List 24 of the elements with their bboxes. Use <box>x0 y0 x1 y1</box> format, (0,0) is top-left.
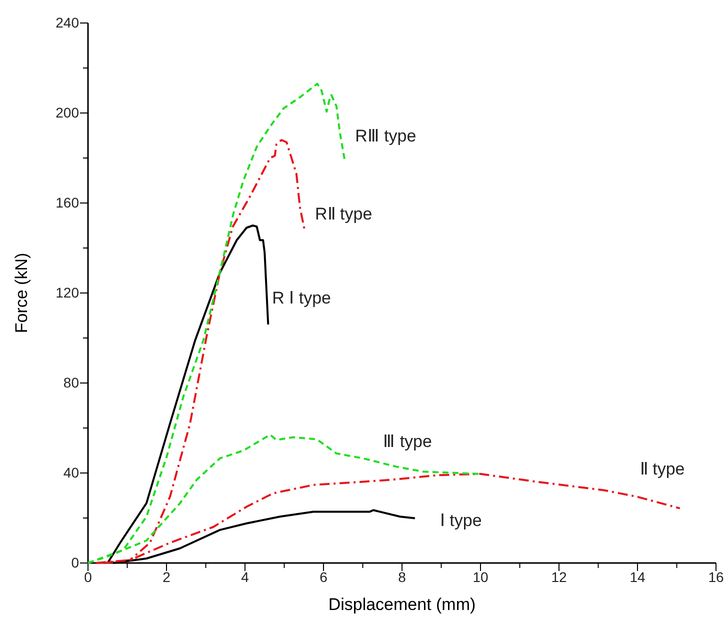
y-tick-label: 200 <box>56 104 80 120</box>
y-tick-label: 240 <box>56 14 80 30</box>
x-axis-title: Displacement (mm) <box>328 595 476 614</box>
x-tick-label: 16 <box>708 568 724 585</box>
x-tick-label: 6 <box>320 568 328 585</box>
x-tick-label: 8 <box>398 568 406 585</box>
y-tick-label: 120 <box>56 284 80 300</box>
x-tick-label: 4 <box>241 568 250 585</box>
x-tick-label: 2 <box>162 568 171 585</box>
series-label: Ⅲ type <box>383 432 432 451</box>
series-label: RⅡ type <box>315 204 372 224</box>
series-label: RⅢ type <box>355 126 416 146</box>
y-tick-label: 80 <box>63 374 80 390</box>
y-tick-label: 0 <box>71 554 80 570</box>
x-tick-label: 12 <box>551 568 567 585</box>
y-axis-title: Force (kN) <box>12 252 31 334</box>
y-tick-label: 40 <box>63 464 80 480</box>
series-label: Ⅰ type <box>440 511 482 530</box>
x-tick-label: 0 <box>84 568 92 585</box>
x-tick-label: 10 <box>472 568 488 585</box>
series-label: Ⅱ type <box>640 459 685 478</box>
x-tick-label: 14 <box>630 568 646 585</box>
y-tick-label: 160 <box>56 194 80 210</box>
series-label: R Ⅰ type <box>272 288 332 308</box>
